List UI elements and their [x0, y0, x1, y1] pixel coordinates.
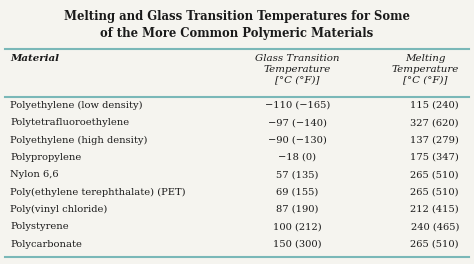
Text: Material: Material: [10, 54, 59, 63]
Text: −97 (−140): −97 (−140): [268, 118, 327, 127]
Text: −18 (0): −18 (0): [278, 153, 317, 162]
Text: 265 (510): 265 (510): [410, 188, 459, 197]
Text: 212 (415): 212 (415): [410, 205, 459, 214]
Text: 57 (135): 57 (135): [276, 170, 319, 179]
Text: 265 (510): 265 (510): [410, 170, 459, 179]
Text: 69 (155): 69 (155): [276, 188, 319, 197]
Text: Polycarbonate: Polycarbonate: [10, 240, 82, 249]
Text: 137 (279): 137 (279): [410, 136, 459, 145]
Text: 115 (240): 115 (240): [410, 101, 459, 110]
Text: Melting
Temperature
[°C (°F)]: Melting Temperature [°C (°F)]: [392, 54, 459, 84]
Text: 265 (510): 265 (510): [410, 240, 459, 249]
Text: Polytetrafluoroethylene: Polytetrafluoroethylene: [10, 118, 129, 127]
Text: Poly(ethylene terephthalate) (PET): Poly(ethylene terephthalate) (PET): [10, 188, 186, 197]
Text: −110 (−165): −110 (−165): [264, 101, 330, 110]
Text: −90 (−130): −90 (−130): [268, 136, 327, 145]
Text: 87 (190): 87 (190): [276, 205, 319, 214]
Text: Polypropylene: Polypropylene: [10, 153, 82, 162]
Text: 100 (212): 100 (212): [273, 222, 322, 231]
Text: Nylon 6,6: Nylon 6,6: [10, 170, 59, 179]
Text: Glass Transition
Temperature
[°C (°F)]: Glass Transition Temperature [°C (°F)]: [255, 54, 340, 84]
Text: Poly(vinyl chloride): Poly(vinyl chloride): [10, 205, 108, 214]
Text: 175 (347): 175 (347): [410, 153, 459, 162]
Text: 327 (620): 327 (620): [410, 118, 459, 127]
Text: Polystyrene: Polystyrene: [10, 222, 69, 231]
Text: Melting and Glass Transition Temperatures for Some: Melting and Glass Transition Temperature…: [64, 10, 410, 23]
Text: 150 (300): 150 (300): [273, 240, 322, 249]
Text: of the More Common Polymeric Materials: of the More Common Polymeric Materials: [100, 27, 374, 40]
Text: Polyethylene (low density): Polyethylene (low density): [10, 101, 143, 110]
Text: 240 (465): 240 (465): [410, 222, 459, 231]
Text: Polyethylene (high density): Polyethylene (high density): [10, 136, 148, 145]
